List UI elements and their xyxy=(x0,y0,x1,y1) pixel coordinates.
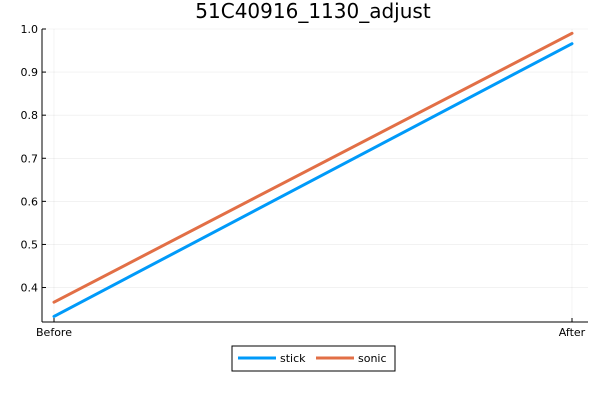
y-tick-label: 0.5 xyxy=(21,238,39,251)
x-tick-label: Before xyxy=(36,326,72,339)
chart-title: 51C40916_1130_adjust xyxy=(195,0,431,23)
y-tick-label: 0.6 xyxy=(21,195,39,208)
axes xyxy=(41,29,588,323)
y-tick-label: 1.0 xyxy=(21,23,39,36)
y-tick-label: 0.4 xyxy=(21,282,39,295)
x-axis-ticks: Before After xyxy=(36,318,586,339)
series xyxy=(52,31,574,318)
legend-label-sonic: sonic xyxy=(358,352,387,365)
y-tick-label: 0.7 xyxy=(21,152,39,165)
y-tick-label: 0.8 xyxy=(21,109,39,122)
y-tick-label: 0.9 xyxy=(21,66,39,79)
series-line-sonic xyxy=(52,31,574,304)
legend: stick sonic xyxy=(231,345,396,372)
x-tick-label: After xyxy=(559,326,586,339)
grid xyxy=(42,28,588,322)
legend-label-stick: stick xyxy=(280,352,306,365)
y-axis-ticks: 0.4 0.5 0.6 0.7 0.8 0.9 1.0 xyxy=(21,23,46,295)
series-line-stick xyxy=(52,42,574,318)
